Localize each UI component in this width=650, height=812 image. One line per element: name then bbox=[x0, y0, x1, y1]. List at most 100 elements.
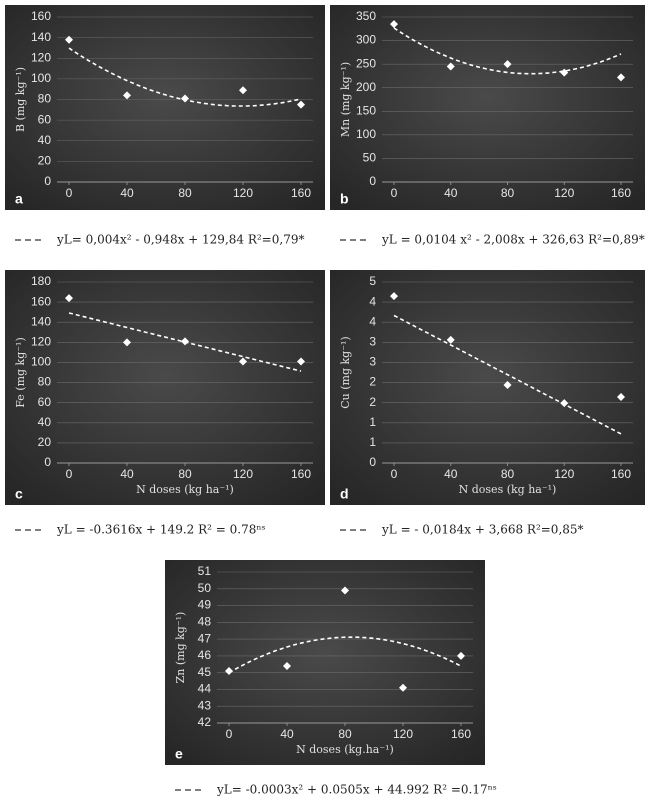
trend-equation: yL = - 0,0184x + 3,668 R²=0,85* bbox=[381, 523, 584, 537]
y-tick-label: 0 bbox=[369, 455, 376, 469]
data-point bbox=[617, 393, 625, 402]
x-tick-label: 40 bbox=[120, 186, 134, 200]
y-axis-label: Cu (mg kg⁻¹) bbox=[339, 336, 352, 408]
x-tick-label: 40 bbox=[120, 467, 134, 481]
y-tick-label: 44 bbox=[198, 682, 212, 696]
panel-background bbox=[165, 560, 485, 765]
y-tick-label: 50 bbox=[198, 581, 212, 595]
data-point bbox=[390, 20, 398, 29]
panel-background bbox=[330, 270, 645, 505]
y-tick-label: 3 bbox=[369, 335, 376, 349]
y-tick-label: 47 bbox=[198, 631, 212, 645]
data-point bbox=[503, 60, 512, 69]
y-tick-label: 1 bbox=[369, 415, 376, 429]
y-tick-label: 0 bbox=[44, 455, 51, 469]
y-tick-label: 48 bbox=[198, 615, 212, 629]
y-tick-label: 45 bbox=[198, 665, 212, 679]
x-tick-label: 80 bbox=[178, 186, 192, 200]
x-tick-label: 160 bbox=[611, 186, 631, 200]
data-point bbox=[503, 380, 512, 389]
y-tick-label: 100 bbox=[31, 355, 51, 369]
panel-letter: b bbox=[340, 191, 349, 207]
x-tick-label: 0 bbox=[66, 467, 73, 481]
y-tick-label: 40 bbox=[38, 415, 52, 429]
y-tick-label: 80 bbox=[38, 375, 52, 389]
y-tick-label: 180 bbox=[31, 274, 51, 288]
x-tick-label: 120 bbox=[554, 186, 574, 200]
y-tick-label: 120 bbox=[31, 335, 51, 349]
panel-letter: e bbox=[175, 746, 183, 762]
data-point bbox=[341, 586, 349, 595]
data-point bbox=[297, 357, 305, 366]
data-point bbox=[65, 35, 73, 44]
x-tick-label: 0 bbox=[391, 186, 398, 200]
x-tick-label: 120 bbox=[233, 186, 253, 200]
y-tick-label: 1 bbox=[369, 435, 376, 449]
y-tick-label: 200 bbox=[356, 80, 376, 94]
y-tick-label: 80 bbox=[38, 92, 52, 106]
y-tick-label: 100 bbox=[31, 71, 51, 85]
y-tick-label: 4 bbox=[369, 314, 376, 328]
y-axis-label: Zn (mg kg⁻¹) bbox=[174, 612, 187, 684]
data-point bbox=[446, 335, 455, 344]
y-tick-label: 40 bbox=[38, 133, 52, 147]
y-tick-label: 160 bbox=[31, 294, 51, 308]
x-tick-label: 160 bbox=[451, 727, 471, 741]
x-tick-label: 0 bbox=[66, 186, 73, 200]
y-tick-label: 20 bbox=[38, 435, 52, 449]
y-tick-label: 140 bbox=[31, 30, 51, 44]
x-axis-label: N doses (kg ha⁻¹) bbox=[459, 483, 557, 496]
y-tick-label: 46 bbox=[198, 648, 212, 662]
x-tick-label: 40 bbox=[444, 186, 458, 200]
x-tick-label: 120 bbox=[393, 727, 413, 741]
data-point bbox=[123, 91, 131, 100]
y-axis-label: Fe (mg kg⁻¹) bbox=[14, 337, 27, 408]
y-axis-label: Mn (mg kg⁻¹) bbox=[339, 62, 352, 137]
panel-background bbox=[5, 270, 325, 505]
data-point bbox=[65, 294, 73, 303]
panel-letter: a bbox=[15, 191, 23, 207]
y-tick-label: 120 bbox=[31, 50, 51, 64]
data-point bbox=[239, 86, 247, 95]
y-tick-label: 150 bbox=[356, 103, 376, 117]
trend-line bbox=[393, 314, 622, 435]
data-point bbox=[399, 683, 407, 692]
x-tick-label: 160 bbox=[611, 467, 631, 481]
x-tick-label: 40 bbox=[280, 727, 294, 741]
x-tick-label: 40 bbox=[444, 467, 458, 481]
y-tick-label: 100 bbox=[356, 127, 376, 141]
x-tick-label: 80 bbox=[501, 467, 515, 481]
y-tick-label: 0 bbox=[44, 174, 51, 188]
y-tick-label: 5 bbox=[369, 274, 376, 288]
x-tick-label: 80 bbox=[178, 467, 192, 481]
y-tick-label: 60 bbox=[38, 395, 52, 409]
y-tick-label: 140 bbox=[31, 314, 51, 328]
data-point bbox=[283, 661, 291, 670]
data-point bbox=[123, 338, 131, 347]
y-tick-label: 4 bbox=[369, 294, 376, 308]
y-tick-label: 2 bbox=[369, 395, 376, 409]
y-tick-label: 250 bbox=[356, 56, 376, 70]
panel-letter: c bbox=[15, 486, 23, 502]
panel-background bbox=[5, 5, 325, 210]
y-tick-label: 20 bbox=[38, 154, 52, 168]
y-tick-label: 0 bbox=[369, 174, 376, 188]
x-axis-label: N doses (kg ha⁻¹) bbox=[136, 483, 234, 496]
data-point bbox=[457, 651, 465, 660]
trend-line bbox=[228, 636, 462, 674]
y-tick-label: 2 bbox=[369, 375, 376, 389]
y-tick-label: 300 bbox=[356, 33, 376, 47]
trend-equation: yL= 0,004x² - 0,948x + 129,84 R²=0,79* bbox=[56, 233, 304, 247]
y-tick-label: 42 bbox=[198, 715, 212, 729]
trend-equation: yL = 0,0104 x² - 2,008x + 326,63 R²=0,89… bbox=[381, 233, 645, 247]
x-tick-label: 120 bbox=[233, 467, 253, 481]
y-tick-label: 160 bbox=[31, 9, 51, 23]
y-tick-label: 43 bbox=[198, 698, 212, 712]
data-point bbox=[390, 292, 398, 301]
y-tick-label: 49 bbox=[198, 598, 212, 612]
y-tick-label: 350 bbox=[356, 9, 376, 23]
x-tick-label: 0 bbox=[226, 727, 233, 741]
data-point bbox=[181, 94, 189, 103]
x-tick-label: 0 bbox=[391, 467, 398, 481]
y-tick-label: 50 bbox=[363, 151, 377, 165]
